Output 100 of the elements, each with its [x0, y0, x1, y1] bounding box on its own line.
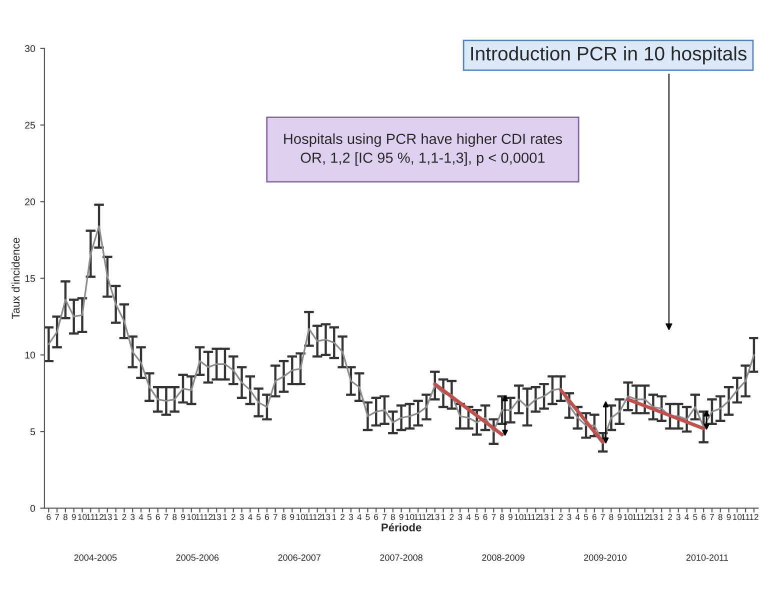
y-tick-label: 15	[25, 275, 36, 282]
x-tick-label: 2	[450, 514, 454, 520]
y-tick-label: 10	[25, 352, 36, 359]
x-tick-label: 3	[567, 514, 572, 520]
x-tick-label: 6	[46, 514, 51, 520]
x-tick-label: 10	[296, 514, 306, 520]
x-tick-label: 7	[600, 514, 605, 520]
x-tick-label: 9	[508, 514, 512, 520]
x-tick-label: 1	[114, 514, 118, 520]
x-tick-label: 10	[733, 514, 742, 520]
y-tick-label: 0	[30, 504, 36, 512]
x-tick-label: 2	[668, 514, 672, 520]
y-tick-label: 20	[25, 198, 36, 206]
x-tick-label: 5	[366, 514, 370, 520]
x-tick-label: 11	[86, 514, 95, 520]
x-tick-label: 4	[248, 514, 252, 520]
x-tick-label: 6	[374, 514, 378, 520]
x-tick-label: 1	[550, 514, 554, 520]
x-tick-label: 9	[72, 514, 76, 520]
line-series	[48, 225, 755, 444]
text: 2007-2008	[380, 554, 423, 561]
x-tick-label: 2	[558, 514, 563, 520]
x-tick-label: 2	[231, 514, 236, 520]
x-tick-label: 10	[78, 514, 87, 520]
x-tick-label: 6	[592, 514, 596, 520]
x-tick-label: 5	[474, 514, 479, 520]
x-tick-label: 5	[584, 514, 588, 520]
x-tick-label: 11	[414, 514, 422, 520]
x-tick-label: 7	[492, 514, 496, 520]
x-tick-label: 13	[649, 514, 658, 520]
x-tick-label: 4	[575, 514, 580, 520]
x-tick-label: 5	[147, 514, 152, 520]
x-tick-label: 8	[172, 514, 177, 520]
x-tick-label: 10	[187, 514, 196, 520]
x-tick-label: 11	[196, 514, 204, 520]
x-tick-label: 2	[340, 514, 344, 520]
x-tick-label: 13	[322, 514, 330, 520]
x-tick-label: 4	[466, 514, 471, 520]
x-tick-label: 9	[399, 514, 404, 520]
x-tick-label: 5	[693, 514, 698, 520]
text: 2008-2009	[482, 554, 524, 561]
x-tick-label: 3	[676, 514, 680, 520]
text: 2005-2006	[176, 554, 219, 561]
x-tick-label: 6	[702, 514, 706, 520]
x-tick-label: 13	[540, 514, 548, 520]
x-tick-label: 12	[640, 514, 650, 520]
x-tick-label: 7	[164, 514, 168, 520]
x-tick-label: 1	[442, 514, 446, 520]
x-tick-label: 7	[55, 514, 60, 520]
text: 2006-2007	[278, 554, 320, 561]
x-tick-label: 7	[710, 514, 714, 520]
y-axis-title: Taux d'incidence	[11, 238, 20, 319]
annotation: Hospitals using PCR have higher CDI rates OR, 1,2 [IC 95 %, 1,1-1,3], p < 0,0001	[284, 133, 562, 166]
x-tick-label: 11	[523, 514, 532, 520]
x-tick-label: 9	[726, 514, 731, 520]
x-tick-label: 6	[265, 514, 269, 520]
x-tick-label: 13	[103, 514, 112, 520]
x-tick-label: 12	[422, 514, 431, 520]
x-tick-label: 12	[204, 514, 213, 520]
text: 2009-2010	[584, 554, 626, 561]
x-tick-label: 8	[718, 514, 722, 520]
x-tick-label: 6	[156, 514, 160, 520]
x-tick-label: 8	[609, 514, 614, 520]
y-tick-label: 5	[30, 428, 36, 436]
x-tick-label: 12	[313, 514, 322, 520]
x-tick-label: 3	[240, 514, 244, 520]
x-axis-title: Période	[382, 523, 422, 532]
x-tick-label: 12	[532, 514, 540, 520]
x-tick-label: 4	[138, 514, 144, 520]
x-tick-label: 8	[390, 514, 395, 520]
text: 2010-2011	[686, 554, 728, 561]
x-tick-label: 4	[357, 514, 362, 520]
x-tick-label: 13	[212, 514, 221, 520]
text: 2004-2005	[74, 554, 117, 561]
x-tick-label: 4	[684, 514, 689, 520]
x-tick-label: 5	[256, 514, 261, 520]
x-tick-label: 10	[406, 514, 414, 520]
x-tick-label: 1	[332, 514, 336, 520]
x-tick-label: 3	[458, 514, 462, 520]
x-tick-label: 13	[430, 514, 440, 520]
x-tick-label: 6	[483, 514, 488, 520]
x-tick-label: 1	[660, 514, 664, 520]
x-tick-label: 9	[181, 514, 185, 520]
x-tick-label: 3	[348, 514, 353, 520]
x-tick-label: 3	[130, 514, 135, 520]
x-tick-label: 9	[618, 514, 622, 520]
x-tick-label: 1	[223, 514, 227, 520]
x-tick-label: 11	[305, 514, 313, 520]
annotation: Introduction PCR in 10 hospitals	[471, 46, 746, 64]
x-tick-label: 12	[750, 514, 758, 520]
x-tick-label: 2	[122, 514, 126, 520]
x-tick-label: 10	[514, 514, 524, 520]
x-tick-label: 10	[624, 514, 632, 520]
x-tick-label: 12	[94, 514, 104, 520]
x-tick-label: 8	[500, 514, 504, 520]
x-tick-label: 11	[742, 514, 750, 520]
y-tick-label: 25	[25, 122, 36, 129]
x-tick-label: 7	[273, 514, 278, 520]
y-tick-label: 30	[24, 45, 36, 52]
x-tick-label: 9	[290, 514, 294, 520]
